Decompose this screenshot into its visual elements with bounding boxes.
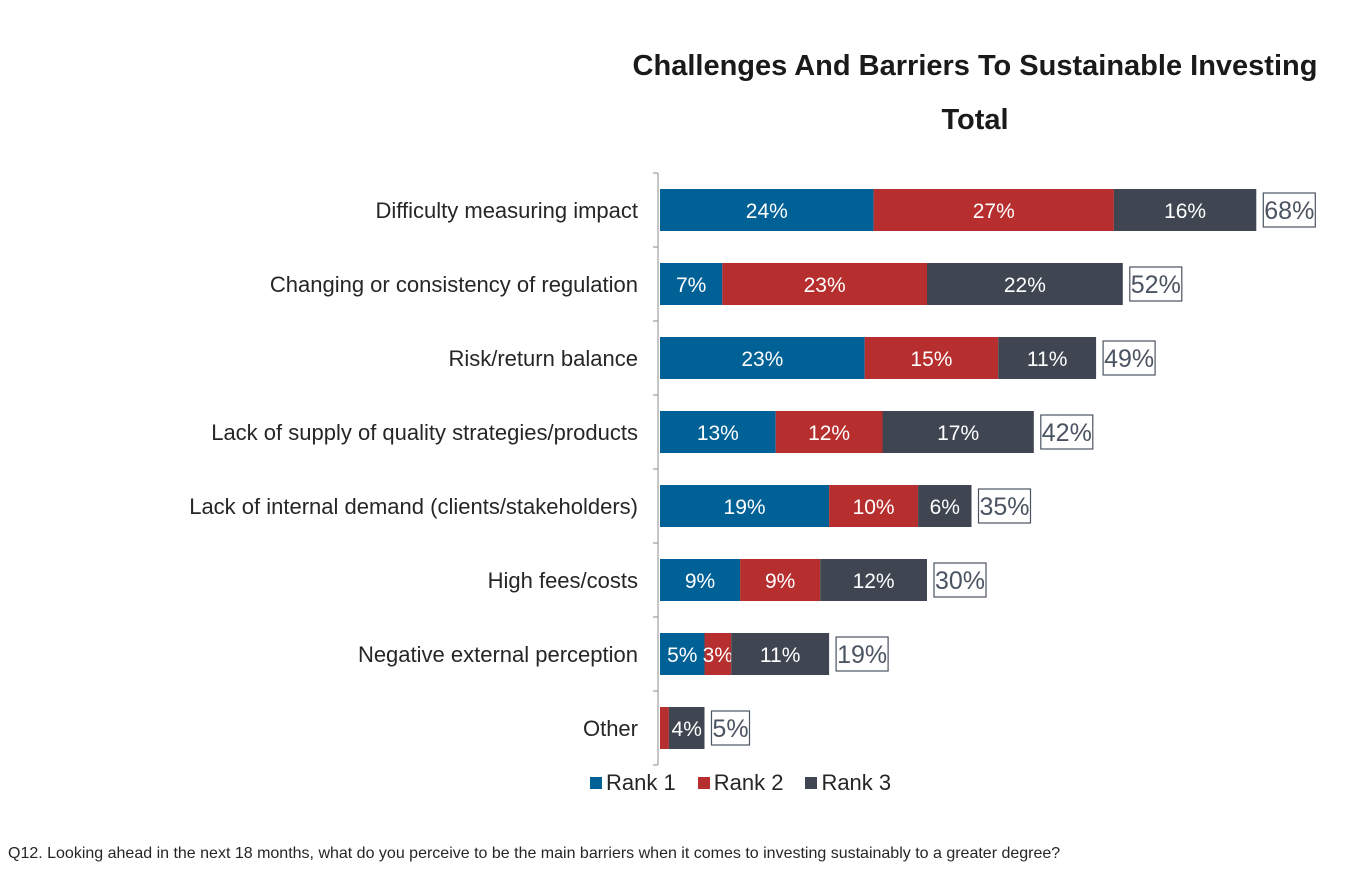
total-label: 19% xyxy=(837,641,887,669)
bars: 24% 27% 16% 68% 7% 23% 22% 52% 23% 15% 11% 49% 13% 12… xyxy=(660,189,1316,749)
category-axis: Difficulty measuring impact Changing or c… xyxy=(189,172,659,766)
data-label: 15% xyxy=(910,348,952,371)
legend-swatch xyxy=(805,777,818,789)
total-box xyxy=(1262,192,1316,228)
data-label: 16% xyxy=(1164,200,1206,223)
bar-segment-rank-1 xyxy=(660,411,776,453)
category-label: Other xyxy=(583,716,638,741)
stacked-bar-chart: Difficulty measuring impact Changing or c… xyxy=(189,172,1316,766)
total-box xyxy=(835,636,889,672)
data-label: 12% xyxy=(808,422,850,445)
chart-title: Challenges And Barriers To Sustainable I… xyxy=(632,50,1318,82)
data-label: 11% xyxy=(1027,348,1067,371)
category-label: Lack of internal demand (clients/stakeho… xyxy=(189,494,638,519)
data-label: 27% xyxy=(973,200,1015,223)
category-label: Risk/return balance xyxy=(448,346,638,371)
total-label: 5% xyxy=(712,715,748,743)
category-label: Negative external perception xyxy=(358,642,638,667)
data-label: 23% xyxy=(804,274,846,297)
data-label: 11% xyxy=(760,644,800,667)
data-label: 9% xyxy=(685,570,715,593)
data-label: 9% xyxy=(765,570,795,593)
bar-segment-rank-1 xyxy=(660,189,874,231)
bar-segment-rank-1 xyxy=(660,337,865,379)
bar-segment-rank-2 xyxy=(704,633,732,675)
bar-segment-rank-3 xyxy=(820,559,927,601)
bar-segment-rank-3 xyxy=(927,263,1123,305)
legend-item-rank-2: Rank 2 xyxy=(697,770,784,796)
legend: Rank 1 Rank 2 Rank 3 xyxy=(590,770,891,796)
footnote: Q12. Looking ahead in the next 18 months… xyxy=(8,845,1061,862)
total-label: 52% xyxy=(1131,271,1181,299)
legend-swatch xyxy=(697,777,710,789)
bar-segment-rank-1 xyxy=(660,633,705,675)
bar-segment-rank-3 xyxy=(731,633,830,675)
bar-segment-rank-2 xyxy=(660,707,669,749)
bar-segment-rank-2 xyxy=(829,485,919,527)
total-box xyxy=(933,562,987,598)
bar-segment-rank-3 xyxy=(668,707,705,749)
legend-label: Rank 2 xyxy=(713,770,784,795)
bar-segment-rank-2 xyxy=(740,559,821,601)
data-label: 4% xyxy=(672,718,702,741)
data-label: 24% xyxy=(746,200,788,223)
bar-segment-rank-1 xyxy=(660,485,830,527)
data-label: 17% xyxy=(937,422,979,445)
bar-segment-rank-1 xyxy=(660,263,723,305)
total-box xyxy=(710,710,751,746)
bar-segment-rank-2 xyxy=(722,263,927,305)
total-label: 68% xyxy=(1264,197,1314,225)
bar-segment-rank-3 xyxy=(882,411,1034,453)
total-box xyxy=(977,488,1032,524)
legend-label: Rank 1 xyxy=(606,770,676,795)
bar-segment-rank-3 xyxy=(1113,189,1257,231)
chart-subtitle: Total xyxy=(941,104,1009,136)
data-label: 23% xyxy=(741,348,783,371)
total-box xyxy=(1129,266,1183,302)
data-label: 5% xyxy=(667,644,697,667)
data-label: 19% xyxy=(724,496,766,519)
total-box xyxy=(1040,414,1094,450)
legend-swatch xyxy=(590,777,602,789)
bar-segment-rank-2 xyxy=(873,189,1114,231)
data-label: 7% xyxy=(676,274,706,297)
total-box xyxy=(1102,340,1156,376)
data-label: 10% xyxy=(853,496,895,519)
bar-segment-rank-3 xyxy=(998,337,1097,379)
bar-segment-rank-1 xyxy=(660,559,741,601)
bar-segment-rank-3 xyxy=(918,485,972,527)
legend-label: Rank 3 xyxy=(821,770,892,795)
bar-segment-rank-2 xyxy=(864,337,999,379)
total-label: 30% xyxy=(935,567,985,595)
total-label: 42% xyxy=(1042,419,1092,447)
category-label: Changing or consistency of regulation xyxy=(270,272,638,297)
total-label: 49% xyxy=(1104,345,1154,373)
legend-item-rank-3: Rank 3 xyxy=(805,770,891,796)
category-label: Lack of supply of quality strategies/pro… xyxy=(211,420,638,445)
category-label: High fees/costs xyxy=(488,568,638,593)
category-label: Difficulty measuring impact xyxy=(376,198,638,223)
data-label: 22% xyxy=(1004,274,1046,297)
data-label: 6% xyxy=(930,496,960,519)
data-label: 12% xyxy=(853,570,895,593)
bar-segment-rank-2 xyxy=(775,411,883,453)
data-label: 13% xyxy=(697,422,739,445)
legend-item-rank-1: Rank 1 xyxy=(590,770,676,796)
data-label: 3% xyxy=(703,644,733,667)
total-label: 35% xyxy=(979,493,1029,521)
